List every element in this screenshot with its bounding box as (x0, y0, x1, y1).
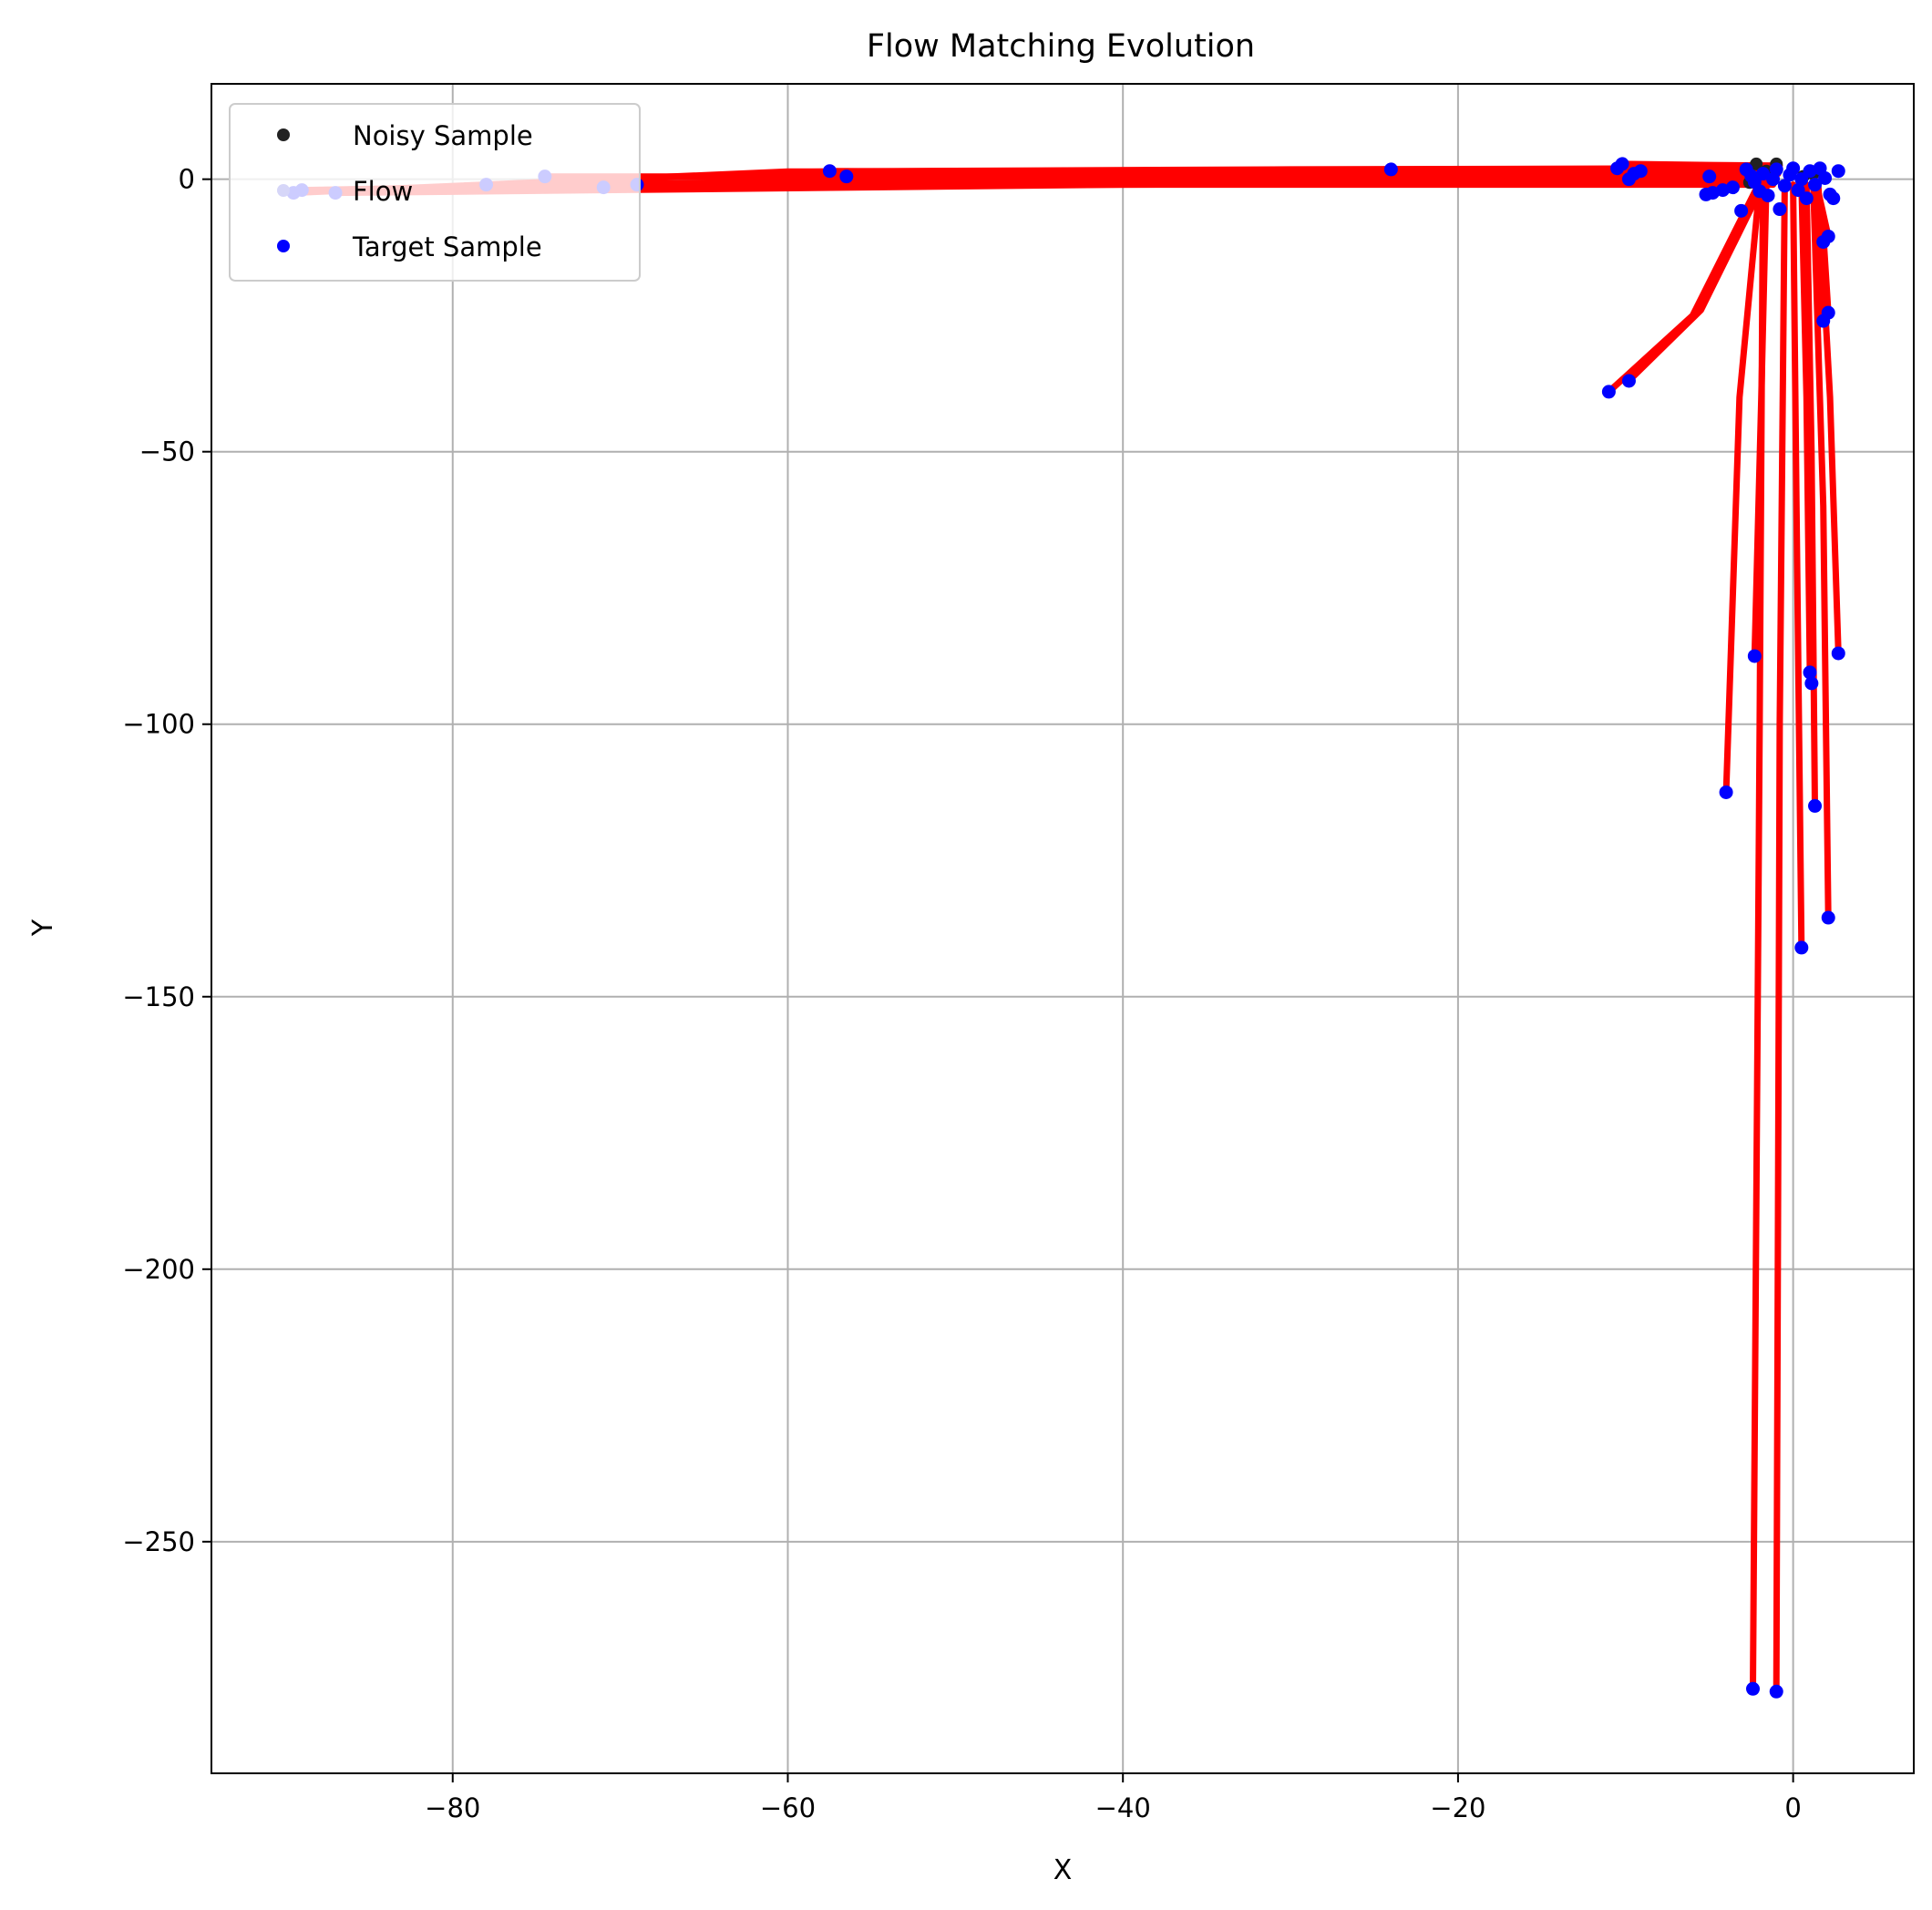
chart-title: Flow Matching Evolution (867, 28, 1255, 65)
target-sample-point (1831, 646, 1845, 661)
target-sample-point (1383, 162, 1398, 177)
target-sample-point (1621, 374, 1636, 388)
target-sample-point (1791, 183, 1805, 198)
target-sample-point (1821, 305, 1835, 320)
target-sample-point (1702, 169, 1717, 184)
y-tick-label: −100 (122, 709, 195, 740)
target-sample-point (1794, 172, 1809, 187)
flow-trajectory (1773, 181, 1788, 1695)
target-sample-point (1719, 785, 1733, 799)
legend-marker-target-sample (277, 240, 290, 252)
target-sample-point (1803, 665, 1817, 680)
target-sample-point (1773, 202, 1787, 217)
plot-area (211, 84, 1914, 1773)
target-sample-point (822, 164, 837, 179)
flow-trajectory (1790, 181, 1805, 951)
target-sample-point (1786, 161, 1801, 176)
target-sample-point (1615, 157, 1629, 171)
flow-trajectory (1810, 181, 1832, 921)
grid-layer (211, 84, 1914, 1773)
flow-trajectory (1722, 181, 1763, 796)
y-tick-label: −200 (122, 1254, 195, 1285)
target-sample-point (1821, 229, 1835, 243)
target-sample-point (1818, 170, 1833, 185)
flow-trajectory (1750, 181, 1766, 1692)
target-sample-point (1821, 910, 1835, 925)
target-sample-point (1734, 203, 1749, 218)
legend-label-flow: Flow (353, 176, 413, 207)
target-sample-point (1808, 798, 1823, 813)
x-tick-label: −60 (760, 1792, 816, 1823)
target-sample-point (1756, 167, 1771, 181)
target-sample-point (1747, 649, 1762, 663)
flow-trajectory (1810, 181, 1827, 245)
target-sample-point (1831, 164, 1845, 179)
noisy-sample-point (1750, 157, 1763, 170)
x-tick-label: 0 (1784, 1792, 1801, 1823)
target-sample-point (1799, 191, 1814, 206)
target-sample-layer (286, 157, 1845, 1699)
target-sample-point (1745, 1681, 1760, 1696)
y-tick-label: −150 (122, 981, 195, 1012)
y-tick-label: 0 (179, 164, 195, 195)
target-sample-point (1633, 164, 1648, 179)
flow-layer (290, 160, 1842, 1695)
legend-box (229, 103, 641, 282)
tick-layer: −80 −60 −40 −20 00−50−100−150−200−250 (122, 164, 1802, 1823)
target-sample-point (839, 169, 854, 184)
target-sample-point (1804, 676, 1819, 691)
x-tick-label: −40 (1095, 1792, 1151, 1823)
target-sample-point (1777, 179, 1792, 193)
target-sample-point (1761, 189, 1775, 203)
target-sample-point (1769, 162, 1783, 177)
y-tick-label: −250 (122, 1526, 195, 1557)
x-tick-label: −20 (1430, 1792, 1485, 1823)
flow-trajectory (1813, 181, 1832, 240)
legend-marker-noisy-sample (277, 128, 290, 141)
y-axis-title: Y (27, 919, 59, 937)
x-axis-title: X (1053, 1854, 1073, 1886)
target-sample-point (1808, 178, 1823, 192)
target-sample-point (1769, 1684, 1783, 1699)
flow-trajectory (1625, 181, 1766, 385)
target-sample-point (1794, 940, 1809, 955)
flow-trajectory (633, 176, 1780, 189)
x-tick-label: −80 (425, 1792, 480, 1823)
target-sample-point (1601, 385, 1616, 399)
legend-label-target-sample: Target Sample (352, 231, 542, 262)
y-tick-label: −50 (139, 436, 195, 467)
target-sample-point (1826, 191, 1841, 206)
plot-frame (211, 83, 1915, 1774)
legend: Noisy Sample Flow Target Sample (229, 103, 641, 282)
legend-label-noisy-sample: Noisy Sample (353, 120, 533, 151)
legend-marker-flow (277, 184, 290, 197)
target-sample-point (1725, 180, 1740, 195)
